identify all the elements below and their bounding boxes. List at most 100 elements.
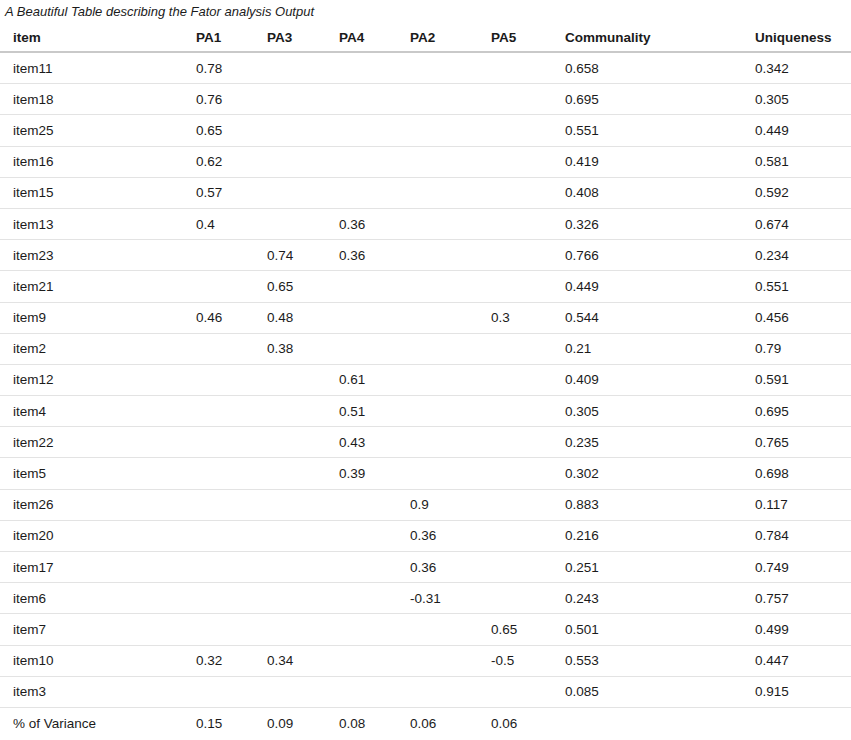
value-cell	[339, 333, 410, 364]
value-cell	[491, 271, 565, 302]
value-cell: 0.46	[196, 302, 267, 333]
value-cell: 0.449	[755, 115, 851, 146]
value-cell: 0.79	[755, 333, 851, 364]
value-cell	[410, 364, 491, 395]
value-cell: 0.326	[565, 208, 755, 239]
item-cell: item5	[0, 458, 196, 489]
value-cell: 0.74	[267, 240, 339, 271]
value-cell	[410, 302, 491, 333]
value-cell: 0.15	[196, 707, 267, 738]
value-cell: 0.78	[196, 52, 267, 84]
value-cell	[196, 364, 267, 395]
value-cell: 0.749	[755, 552, 851, 583]
value-cell: 0.883	[565, 489, 755, 520]
value-cell	[491, 676, 565, 707]
value-cell	[267, 146, 339, 177]
table-row: item180.760.6950.305	[0, 84, 851, 115]
value-cell: 0.591	[755, 364, 851, 395]
value-cell	[491, 583, 565, 614]
item-cell: item26	[0, 489, 196, 520]
table-row: % of Variance0.150.090.080.060.06	[0, 707, 851, 738]
item-cell: item4	[0, 396, 196, 427]
value-cell: 0.235	[565, 427, 755, 458]
value-cell	[491, 396, 565, 427]
table-row: item130.40.360.3260.674	[0, 208, 851, 239]
value-cell: 0.447	[755, 645, 851, 676]
table-row: item20.380.210.79	[0, 333, 851, 364]
value-cell	[196, 333, 267, 364]
column-header: PA3	[267, 24, 339, 52]
value-cell	[339, 676, 410, 707]
item-cell: item15	[0, 177, 196, 208]
value-cell	[410, 427, 491, 458]
value-cell	[339, 271, 410, 302]
value-cell: 0.551	[755, 271, 851, 302]
table-row: item230.740.360.7660.234	[0, 240, 851, 271]
value-cell: 0.57	[196, 177, 267, 208]
value-cell	[196, 427, 267, 458]
value-cell	[339, 614, 410, 645]
table-row: item170.360.2510.749	[0, 552, 851, 583]
value-cell	[491, 552, 565, 583]
value-cell: 0.08	[339, 707, 410, 738]
item-cell: item22	[0, 427, 196, 458]
value-cell	[410, 115, 491, 146]
value-cell: 0.48	[267, 302, 339, 333]
value-cell: 0.43	[339, 427, 410, 458]
value-cell	[339, 115, 410, 146]
value-cell: 0.38	[267, 333, 339, 364]
value-cell	[410, 333, 491, 364]
value-cell: 0.32	[196, 645, 267, 676]
table-row: item260.90.8830.117	[0, 489, 851, 520]
value-cell	[491, 458, 565, 489]
value-cell	[491, 52, 565, 84]
value-cell	[267, 364, 339, 395]
factor-analysis-table-page: A Beautiful Table describing the Fator a…	[0, 0, 851, 740]
table-row: item22 0.43 0.2350.765	[0, 427, 851, 458]
value-cell: 0.765	[755, 427, 851, 458]
value-cell	[491, 427, 565, 458]
value-cell: 0.408	[565, 177, 755, 208]
value-cell: 0.698	[755, 458, 851, 489]
value-cell: 0.581	[755, 146, 851, 177]
item-cell: item7	[0, 614, 196, 645]
value-cell: 0.302	[565, 458, 755, 489]
value-cell: 0.499	[755, 614, 851, 645]
value-cell	[339, 84, 410, 115]
value-cell	[491, 333, 565, 364]
value-cell: 0.65	[196, 115, 267, 146]
table-row: item90.460.480.30.5440.456	[0, 302, 851, 333]
table-row: item200.360.2160.784	[0, 520, 851, 551]
item-cell: item17	[0, 552, 196, 583]
item-cell: item12	[0, 364, 196, 395]
value-cell: 0.36	[410, 552, 491, 583]
value-cell	[410, 676, 491, 707]
value-cell	[196, 489, 267, 520]
item-cell: item23	[0, 240, 196, 271]
table-row: item150.570.4080.592	[0, 177, 851, 208]
value-cell	[267, 583, 339, 614]
value-cell	[565, 707, 755, 738]
value-cell	[339, 302, 410, 333]
value-cell	[267, 520, 339, 551]
value-cell: 0.409	[565, 364, 755, 395]
value-cell: 0.06	[410, 707, 491, 738]
value-cell: 0.501	[565, 614, 755, 645]
value-cell: 0.915	[755, 676, 851, 707]
value-cell: 0.62	[196, 146, 267, 177]
table-header-row: itemPA1PA3PA4PA2PA5CommunalityUniqueness	[0, 24, 851, 52]
value-cell: 0.216	[565, 520, 755, 551]
item-cell: item6	[0, 583, 196, 614]
value-cell	[491, 489, 565, 520]
table-row: item120.610.4090.591	[0, 364, 851, 395]
table-body: item110.780.6580.342item180.760.6950.305…	[0, 52, 851, 738]
value-cell: 0.76	[196, 84, 267, 115]
value-cell: 0.766	[565, 240, 755, 271]
item-cell: item2	[0, 333, 196, 364]
value-cell: 0.342	[755, 52, 851, 84]
table-row: item160.620.4190.581	[0, 146, 851, 177]
value-cell	[491, 364, 565, 395]
value-cell: 0.117	[755, 489, 851, 520]
value-cell	[267, 489, 339, 520]
value-cell	[410, 208, 491, 239]
